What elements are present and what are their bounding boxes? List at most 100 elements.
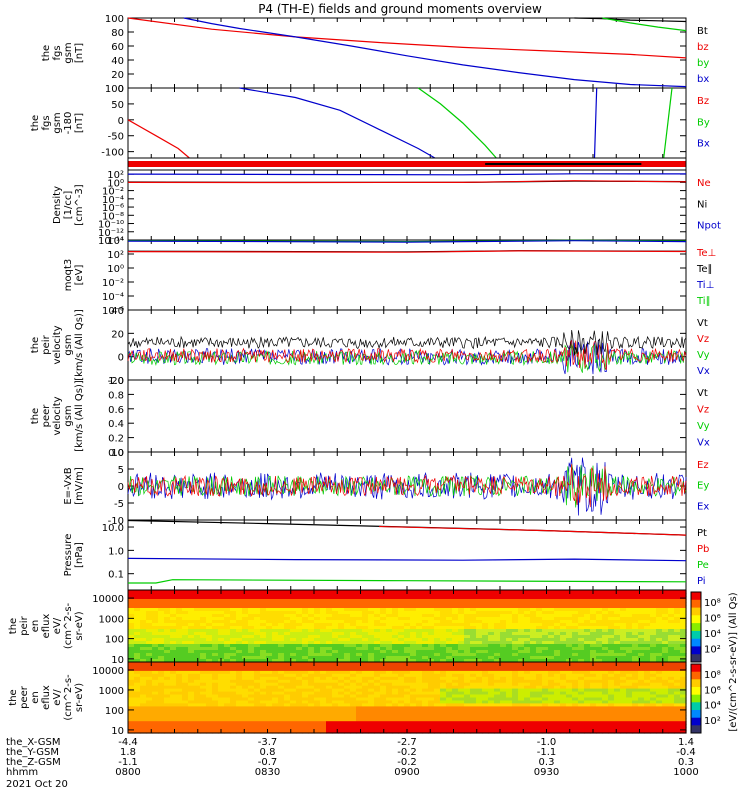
heatmap-cell — [620, 700, 627, 705]
heatmap-cell — [356, 700, 363, 705]
heatmap-cell — [464, 647, 471, 651]
heatmap-cell — [344, 650, 351, 654]
heatmap-cell — [368, 596, 375, 600]
heatmap-cell — [548, 605, 555, 609]
heatmap-cell — [338, 632, 345, 636]
heatmap-cell — [170, 670, 177, 675]
heatmap-cell — [512, 703, 519, 707]
heatmap-cell — [644, 730, 651, 734]
heatmap-cell — [302, 662, 309, 666]
heatmap-cell — [608, 653, 615, 657]
heatmap-cell — [614, 644, 621, 648]
heatmap-cell — [422, 644, 429, 648]
heatmap-cell — [518, 730, 525, 734]
heatmap-cell — [386, 650, 393, 654]
heatmap-cell — [506, 703, 513, 707]
heatmap-cell — [386, 691, 393, 696]
heatmap-cell — [476, 700, 483, 705]
heatmap-cell — [488, 679, 495, 684]
heatmap-cell — [464, 667, 471, 672]
heatmap-cell — [446, 605, 453, 609]
heatmap-cell — [542, 724, 549, 728]
heatmap-cell — [500, 629, 507, 633]
heatmap-cell — [278, 721, 285, 725]
heatmap-cell — [644, 694, 651, 699]
heatmap-cell — [422, 709, 429, 713]
heatmap-cell — [512, 608, 519, 612]
heatmap-cell — [614, 724, 621, 728]
heatmap-cell — [464, 700, 471, 705]
y-tick-label: 20 — [111, 70, 124, 81]
heatmap-cell — [320, 659, 327, 663]
heatmap-cell — [662, 623, 669, 627]
heatmap-cell — [644, 659, 651, 663]
heatmap-cell — [152, 650, 159, 654]
heatmap-cell — [434, 665, 441, 669]
heatmap-cell — [152, 644, 159, 648]
heatmap-cell — [170, 715, 177, 719]
heatmap-cell — [644, 614, 651, 618]
heatmap-cell — [602, 650, 609, 654]
heatmap-cell — [398, 688, 405, 693]
heatmap-cell — [176, 662, 183, 666]
heatmap-cell — [524, 647, 531, 651]
heatmap-cell — [638, 662, 645, 666]
heatmap-cell — [626, 682, 633, 687]
heatmap-cell — [638, 635, 645, 639]
heatmap-cell — [584, 659, 591, 663]
heatmap-cell — [350, 629, 357, 633]
heatmap-cell — [422, 706, 429, 710]
heatmap-cell — [572, 605, 579, 609]
heatmap-cell — [638, 709, 645, 713]
heatmap-cell — [626, 599, 633, 603]
heatmap-cell — [218, 620, 225, 624]
heatmap-cell — [224, 659, 231, 663]
heatmap-cell — [602, 691, 609, 696]
heatmap-cell — [128, 676, 135, 681]
heatmap-cell — [572, 596, 579, 600]
heatmap-cell — [368, 706, 375, 710]
heatmap-cell — [470, 605, 477, 609]
heatmap-cell — [272, 590, 279, 594]
heatmap-cell — [602, 718, 609, 722]
heatmap-cell — [608, 590, 615, 594]
heatmap-cell — [614, 703, 621, 707]
heatmap-cell — [284, 611, 291, 615]
heatmap-cell — [128, 673, 135, 678]
heatmap-cell — [146, 605, 153, 609]
heatmap-cell — [170, 644, 177, 648]
heatmap-cell — [590, 608, 597, 612]
heatmap-cell — [272, 638, 279, 642]
heatmap-cell — [212, 599, 219, 603]
heatmap-cell — [494, 638, 501, 642]
heatmap-cell — [356, 635, 363, 639]
heatmap-cell — [230, 641, 237, 645]
heatmap-cell — [242, 670, 249, 675]
heatmap-cell — [194, 656, 201, 660]
heatmap-cell — [344, 605, 351, 609]
heatmap-cell — [158, 617, 165, 621]
heatmap-cell — [224, 670, 231, 675]
heatmap-cell — [656, 626, 663, 630]
heatmap-cell — [146, 676, 153, 681]
heatmap-cell — [596, 629, 603, 633]
heatmap-cell — [458, 635, 465, 639]
heatmap-cell — [416, 715, 423, 719]
heatmap-cell — [620, 670, 627, 675]
heatmap-cell — [560, 673, 567, 678]
heatmap-cell — [548, 644, 555, 648]
heatmap-cell — [512, 688, 519, 693]
heatmap-cell — [680, 623, 687, 627]
heatmap-cell — [356, 605, 363, 609]
heatmap-cell — [518, 656, 525, 660]
heatmap-cell — [158, 724, 165, 728]
heatmap-cell — [386, 626, 393, 630]
heatmap-cell — [590, 638, 597, 642]
heatmap-cell — [440, 644, 447, 648]
heatmap-cell — [194, 653, 201, 657]
heatmap-cell — [386, 712, 393, 716]
heatmap-cell — [326, 659, 333, 663]
heatmap-cell — [164, 709, 171, 713]
heatmap-cell — [218, 653, 225, 657]
heatmap-cell — [626, 620, 633, 624]
